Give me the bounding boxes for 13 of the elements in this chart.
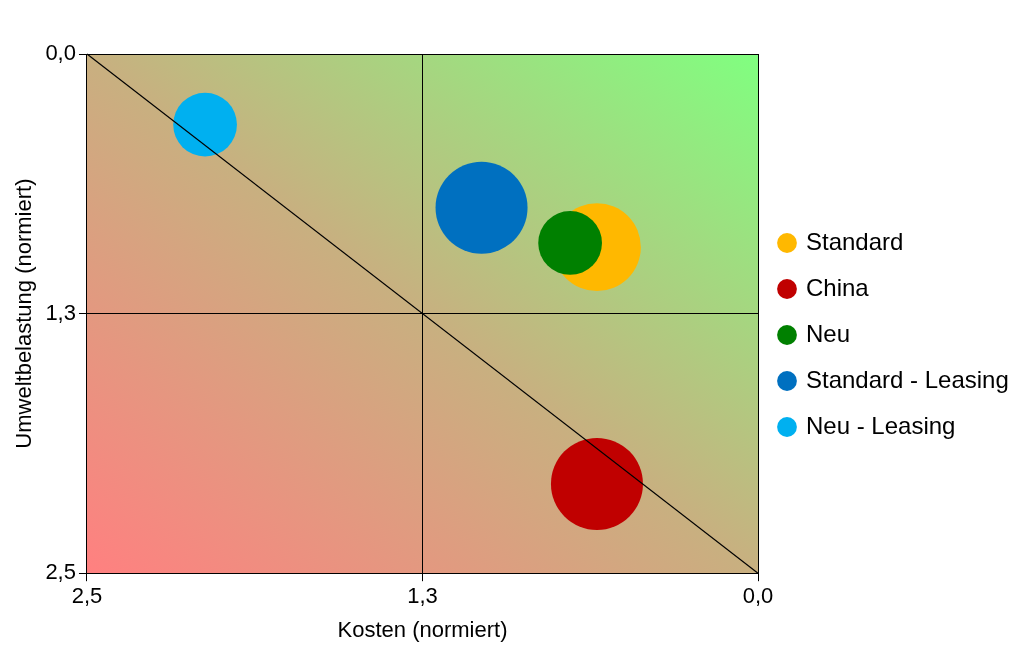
y-tick-label: 1,3 bbox=[45, 299, 76, 325]
x-tick-label: 2,5 bbox=[71, 583, 103, 609]
legend-label: Standard - Leasing bbox=[806, 365, 1009, 393]
legend-label: China bbox=[806, 273, 870, 301]
y-axis-title: Umweltbelastung (normiert) bbox=[11, 178, 37, 449]
legend-label: Neu - Leasing bbox=[806, 411, 956, 439]
legend-label: Neu bbox=[806, 319, 851, 347]
x-tick-label: 0,0 bbox=[742, 583, 774, 609]
y-tick-label: 0,0 bbox=[45, 40, 76, 66]
x-tick-label: 1,3 bbox=[407, 583, 438, 609]
legend-label: Standard bbox=[806, 227, 904, 255]
y-tick-label: 2,5 bbox=[45, 559, 76, 585]
x-axis-title: Kosten (normiert) bbox=[337, 616, 508, 642]
